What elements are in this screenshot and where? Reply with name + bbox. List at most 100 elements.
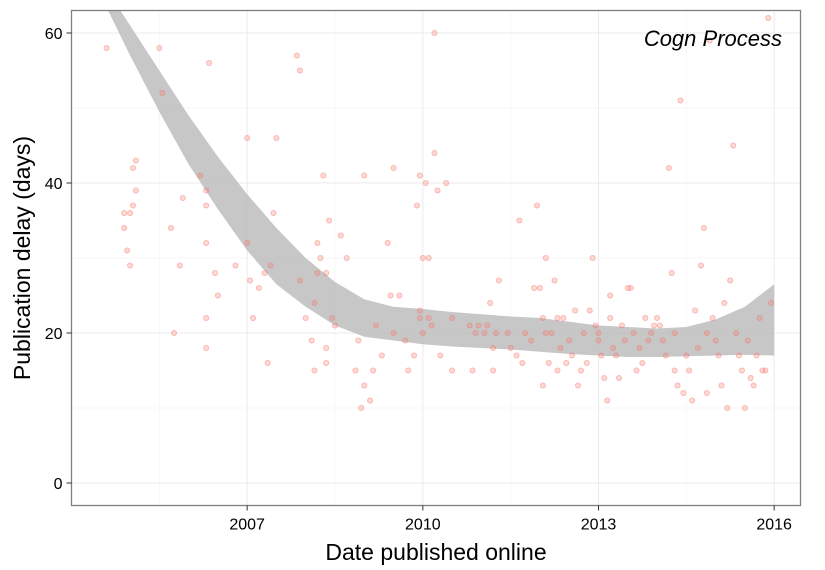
data-point bbox=[469, 367, 476, 374]
data-point bbox=[692, 307, 699, 314]
data-point bbox=[296, 67, 303, 74]
data-point bbox=[472, 329, 479, 336]
data-point bbox=[203, 239, 210, 246]
data-point bbox=[320, 172, 327, 179]
data-point bbox=[554, 367, 561, 374]
data-point bbox=[750, 382, 757, 389]
data-point bbox=[361, 172, 368, 179]
data-point bbox=[405, 367, 412, 374]
data-point bbox=[323, 359, 330, 366]
data-point bbox=[706, 37, 713, 44]
data-point bbox=[651, 322, 658, 329]
data-point bbox=[326, 217, 333, 224]
data-point bbox=[639, 359, 646, 366]
data-point bbox=[671, 329, 678, 336]
data-point bbox=[378, 352, 385, 359]
data-point bbox=[700, 224, 707, 231]
data-point bbox=[370, 367, 377, 374]
data-point bbox=[654, 314, 661, 321]
data-point bbox=[665, 164, 672, 171]
data-point bbox=[127, 209, 134, 216]
data-point bbox=[534, 202, 541, 209]
data-point bbox=[431, 29, 438, 36]
data-point bbox=[636, 344, 643, 351]
data-point bbox=[331, 322, 338, 329]
data-point bbox=[736, 352, 743, 359]
data-point bbox=[569, 352, 576, 359]
data-point bbox=[270, 209, 277, 216]
x-tick-label: 2016 bbox=[756, 517, 792, 534]
data-point bbox=[384, 239, 391, 246]
y-tick-label: 0 bbox=[54, 476, 63, 493]
data-point bbox=[308, 337, 315, 344]
data-point bbox=[244, 134, 251, 141]
data-point bbox=[387, 292, 394, 299]
data-point bbox=[616, 374, 623, 381]
data-point bbox=[206, 60, 213, 67]
data-point bbox=[759, 367, 766, 374]
data-point bbox=[542, 254, 549, 261]
data-point bbox=[132, 157, 139, 164]
data-point bbox=[610, 344, 617, 351]
data-point bbox=[296, 277, 303, 284]
axis-ticks bbox=[66, 32, 775, 511]
data-point bbox=[413, 202, 420, 209]
data-point bbox=[434, 187, 441, 194]
data-point bbox=[657, 322, 664, 329]
data-point bbox=[592, 322, 599, 329]
data-point bbox=[449, 367, 456, 374]
data-point bbox=[311, 299, 318, 306]
data-point bbox=[633, 367, 640, 374]
data-point bbox=[416, 314, 423, 321]
data-point bbox=[466, 322, 473, 329]
data-point bbox=[703, 389, 710, 396]
data-point bbox=[554, 314, 561, 321]
data-point bbox=[721, 299, 728, 306]
data-point bbox=[507, 344, 514, 351]
data-point bbox=[583, 359, 590, 366]
data-point bbox=[551, 277, 558, 284]
data-point bbox=[536, 284, 543, 291]
data-point bbox=[358, 404, 365, 411]
data-point bbox=[756, 314, 763, 321]
data-point bbox=[680, 389, 687, 396]
data-point bbox=[329, 314, 336, 321]
data-point bbox=[167, 224, 174, 231]
y-tick-label: 40 bbox=[45, 176, 63, 193]
data-point bbox=[402, 337, 409, 344]
data-point bbox=[513, 352, 520, 359]
data-point bbox=[698, 262, 705, 269]
data-point bbox=[703, 329, 710, 336]
data-point bbox=[410, 352, 417, 359]
data-point bbox=[264, 359, 271, 366]
data-point bbox=[662, 352, 669, 359]
data-point bbox=[738, 367, 745, 374]
data-point bbox=[548, 329, 555, 336]
data-point bbox=[542, 329, 549, 336]
data-point bbox=[677, 97, 684, 104]
data-point bbox=[560, 314, 567, 321]
data-point bbox=[490, 367, 497, 374]
data-point bbox=[314, 269, 321, 276]
data-point bbox=[753, 352, 760, 359]
data-point bbox=[519, 359, 526, 366]
data-point bbox=[630, 329, 637, 336]
data-point bbox=[712, 337, 719, 344]
data-point bbox=[416, 172, 423, 179]
panel-border bbox=[70, 9, 802, 507]
data-point bbox=[372, 322, 379, 329]
data-point bbox=[179, 194, 186, 201]
data-point bbox=[577, 367, 584, 374]
data-point bbox=[768, 299, 775, 306]
data-point bbox=[741, 404, 748, 411]
data-point bbox=[586, 307, 593, 314]
data-point bbox=[765, 14, 772, 21]
data-point bbox=[747, 374, 754, 381]
data-point bbox=[598, 352, 605, 359]
y-tick-label: 20 bbox=[45, 326, 63, 343]
data-point bbox=[595, 337, 602, 344]
data-point bbox=[170, 329, 177, 336]
data-point bbox=[607, 314, 614, 321]
data-point bbox=[127, 262, 134, 269]
x-tick-label: 2010 bbox=[405, 517, 441, 534]
